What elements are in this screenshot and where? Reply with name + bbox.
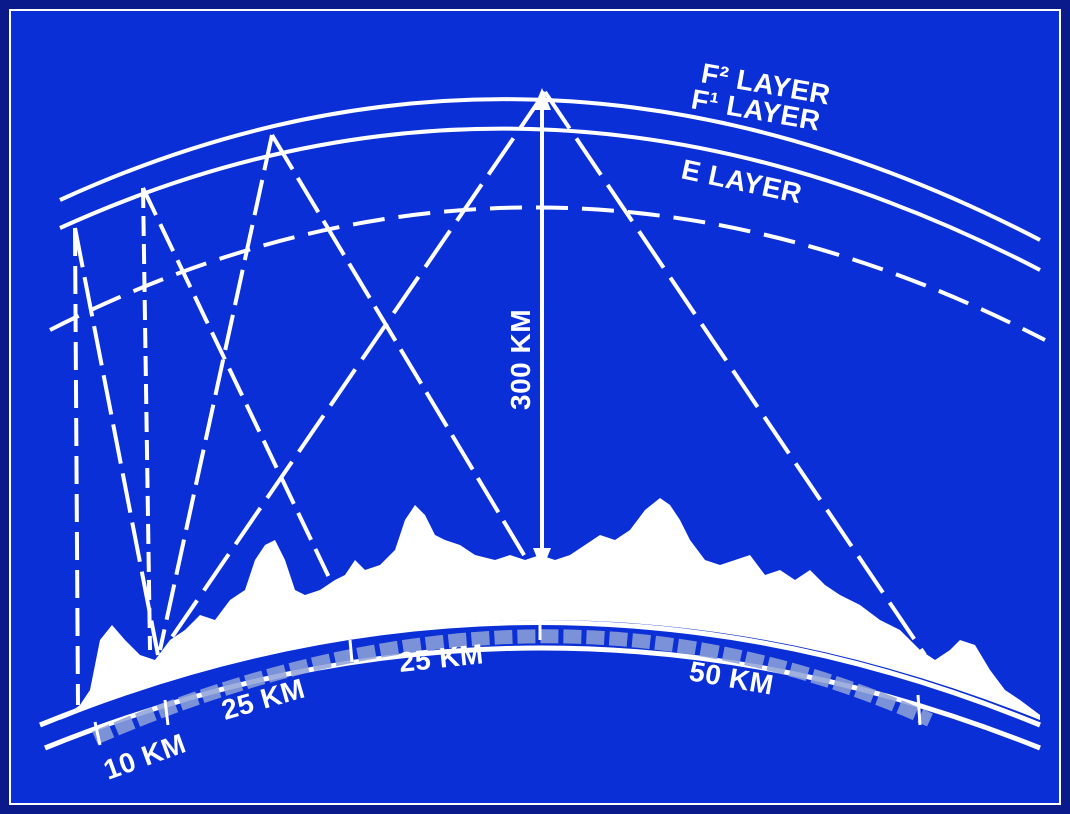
- ray-path: [141, 187, 152, 651]
- arrow-up-icon: [533, 88, 551, 110]
- ray-path: [141, 187, 337, 591]
- f1-layer-arc: [59, 126, 1041, 272]
- ray-path: [158, 134, 274, 651]
- tick-mark: [163, 699, 170, 726]
- tick-mark: [348, 639, 354, 663]
- ray-path: [270, 133, 532, 567]
- arrow-down-icon: [533, 548, 551, 570]
- ray-path: [543, 90, 927, 657]
- tick-mark: [93, 721, 102, 746]
- ray-path: [73, 227, 160, 656]
- terrain-silhouette: [60, 498, 1040, 720]
- ray-paths: [73, 90, 927, 706]
- earth-surface-shading: [92, 629, 933, 745]
- height-label: 300 KM: [505, 309, 536, 410]
- ray-path: [73, 227, 80, 706]
- tick-mark: [916, 694, 922, 726]
